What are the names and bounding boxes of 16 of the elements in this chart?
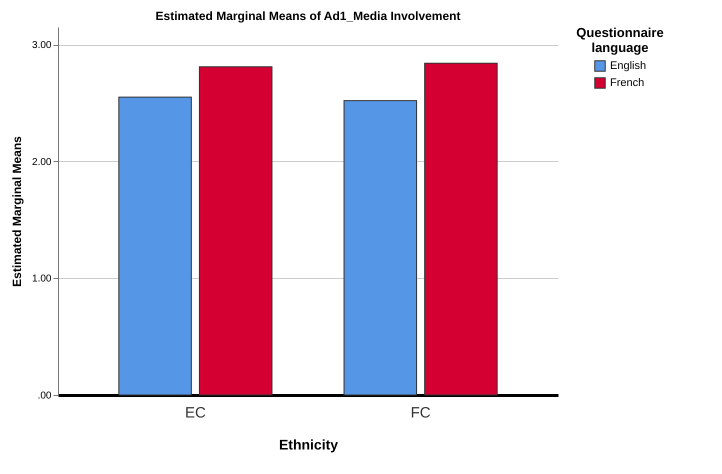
chart-title: Estimated Marginal Means of Ad1_Media Involvement xyxy=(156,9,460,23)
bar xyxy=(118,96,192,396)
x-tick-label: EC xyxy=(184,404,206,422)
bar xyxy=(344,100,418,396)
bar xyxy=(424,62,498,396)
legend-label: English xyxy=(610,60,646,72)
x-axis-title: Ethnicity xyxy=(278,436,338,452)
legend-title: Questionnaire language xyxy=(576,25,664,55)
y-axis-title: Estimated Marginal Means xyxy=(10,136,24,287)
y-tick-label: 3.00 xyxy=(32,40,52,52)
y-tick-label: .00 xyxy=(38,390,52,402)
x-tick-label: FC xyxy=(410,404,431,422)
y-tick-label: 1.00 xyxy=(32,274,52,285)
bar xyxy=(198,66,272,396)
y-tick-label: 2.00 xyxy=(32,156,52,168)
legend-label: French xyxy=(610,77,644,89)
